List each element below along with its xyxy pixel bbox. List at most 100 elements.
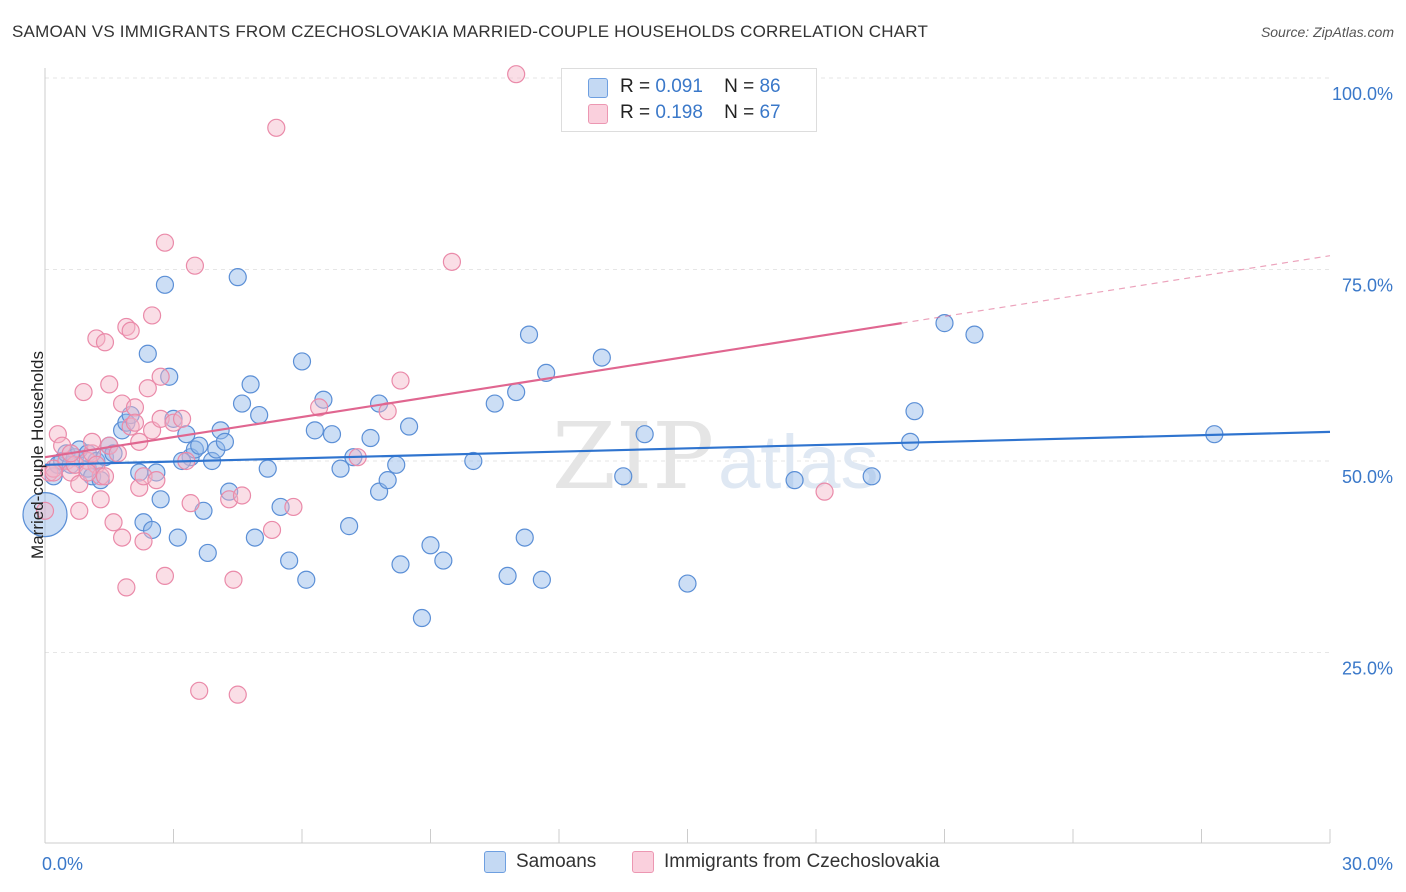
czechoslovakia-point [74, 382, 93, 402]
samoans-point [862, 467, 881, 486]
czechoslovakia-trend-line [44, 322, 902, 459]
czechoslovakia-point [138, 379, 157, 398]
series2-r-value: 0.198 [655, 102, 703, 123]
y-axis-label: Married-couple Households [28, 351, 47, 559]
samoans-point [905, 402, 924, 421]
samoans-point [292, 352, 312, 371]
czechoslovakia-point [91, 490, 110, 509]
samoans-point [245, 528, 264, 547]
samoans-point [250, 405, 269, 425]
samoans-point [138, 344, 157, 363]
czechoslovakia-point [172, 409, 192, 428]
czechoslovakia-point [391, 371, 410, 390]
samoans-point [519, 325, 539, 344]
samoans-point [297, 570, 316, 589]
czechoslovakia-point [442, 252, 462, 271]
czechoslovakia-point [224, 570, 243, 589]
samoans-point [155, 275, 175, 294]
n-label: N = [724, 102, 755, 123]
r-label: R = [620, 76, 651, 97]
x-tick-label: 0.0% [42, 854, 83, 874]
series-legend: Samoans Immigrants from Czechoslovakia [0, 851, 1406, 877]
czechoslovakia-point [130, 478, 149, 497]
czechoslovakia-point [125, 413, 145, 432]
watermark: ZIP atlas [552, 403, 879, 510]
samoans-point [532, 570, 551, 589]
czechoslovakia-point [70, 501, 89, 520]
series2-n-value: 67 [759, 102, 781, 123]
y-tick-label: 25.0% [1342, 659, 1393, 679]
samoans-point [280, 551, 299, 570]
czechoslovakia-point [142, 306, 162, 325]
czechoslovakia-point [87, 329, 106, 348]
watermark-atlas: atlas [718, 420, 879, 505]
czechoslovakia-point [35, 501, 55, 520]
y-tick-label: 100.0% [1332, 84, 1393, 104]
series2-swatch [588, 104, 608, 124]
samoans-point [232, 394, 252, 413]
samoans-point [965, 325, 984, 344]
czechoslovakia-point [228, 685, 247, 704]
czechoslovakia-point [95, 467, 115, 486]
y-tick-label: 75.0% [1342, 276, 1393, 296]
tick-labels: 25.0% 50.0% 75.0% 100.0% 0.0% 30.0% [42, 84, 1393, 874]
samoans-point [241, 375, 260, 394]
czechoslovakia-point [232, 486, 252, 505]
samoans-point [151, 490, 170, 509]
samoans-point [331, 459, 350, 478]
samoans-swatch [484, 851, 506, 873]
samoans-point [935, 314, 954, 333]
axes [44, 68, 1331, 844]
samoans-point [498, 566, 517, 586]
x-tick-label: 30.0% [1342, 854, 1393, 874]
samoans-point [635, 425, 654, 444]
czechoslovakia-point [815, 482, 834, 501]
samoans-point [391, 555, 410, 574]
samoans-point [614, 467, 633, 486]
samoans-point [378, 471, 397, 490]
series1-swatch [588, 78, 608, 98]
czechoslovakia-point [164, 413, 183, 432]
czechoslovakia-point [284, 497, 303, 517]
czechoslovakia-point [190, 681, 209, 700]
czechoslovakia-point [48, 425, 67, 444]
samoans-point [190, 436, 209, 455]
samoans-point [22, 492, 68, 538]
samoans-point [464, 451, 483, 471]
n-label: N = [724, 76, 755, 97]
samoans-point [271, 497, 290, 517]
legend-label-czechoslovakia: Immigrants from Czechoslovakia [664, 851, 940, 872]
series2-stats: R = 0.198 N = 67 [620, 100, 781, 126]
czechoslovakia-point [78, 463, 97, 482]
czechoslovakia-point [117, 578, 136, 597]
samoans-point [678, 574, 697, 593]
y-tick-label: 50.0% [1342, 467, 1393, 487]
legend-item-czechoslovakia[interactable]: Immigrants from Czechoslovakia [632, 851, 940, 873]
r-label: R = [620, 102, 651, 123]
source-credit: Source: ZipAtlas.com [1260, 24, 1394, 40]
samoans-point [592, 348, 611, 367]
czechoslovakia-point [100, 375, 119, 394]
series1-n-value: 86 [759, 76, 781, 97]
czechoslovakia-point [155, 233, 175, 252]
czechoslovakia-point [267, 118, 286, 137]
czechoslovakia-point [185, 256, 205, 275]
czechoslovakia-point [262, 520, 282, 540]
legend-item-samoans[interactable]: Samoans [484, 851, 596, 873]
samoans-point [485, 394, 504, 413]
czechoslovakia-point [181, 494, 200, 513]
samoans-point [305, 421, 324, 440]
samoans-point [228, 268, 247, 287]
samoans-point [361, 428, 380, 448]
czechoslovakia-point [112, 528, 132, 547]
czechoslovakia-point [151, 367, 170, 386]
watermark-zip: ZIP [552, 403, 714, 510]
samoans-point [198, 543, 217, 563]
czechoslovakia-point [155, 566, 175, 586]
series1-stats: R = 0.091 N = 86 [620, 74, 781, 100]
czechoslovakia-point [121, 321, 140, 340]
samoans-point [340, 517, 359, 536]
samoans-point [421, 536, 440, 555]
samoans-trend-line [44, 430, 1331, 466]
